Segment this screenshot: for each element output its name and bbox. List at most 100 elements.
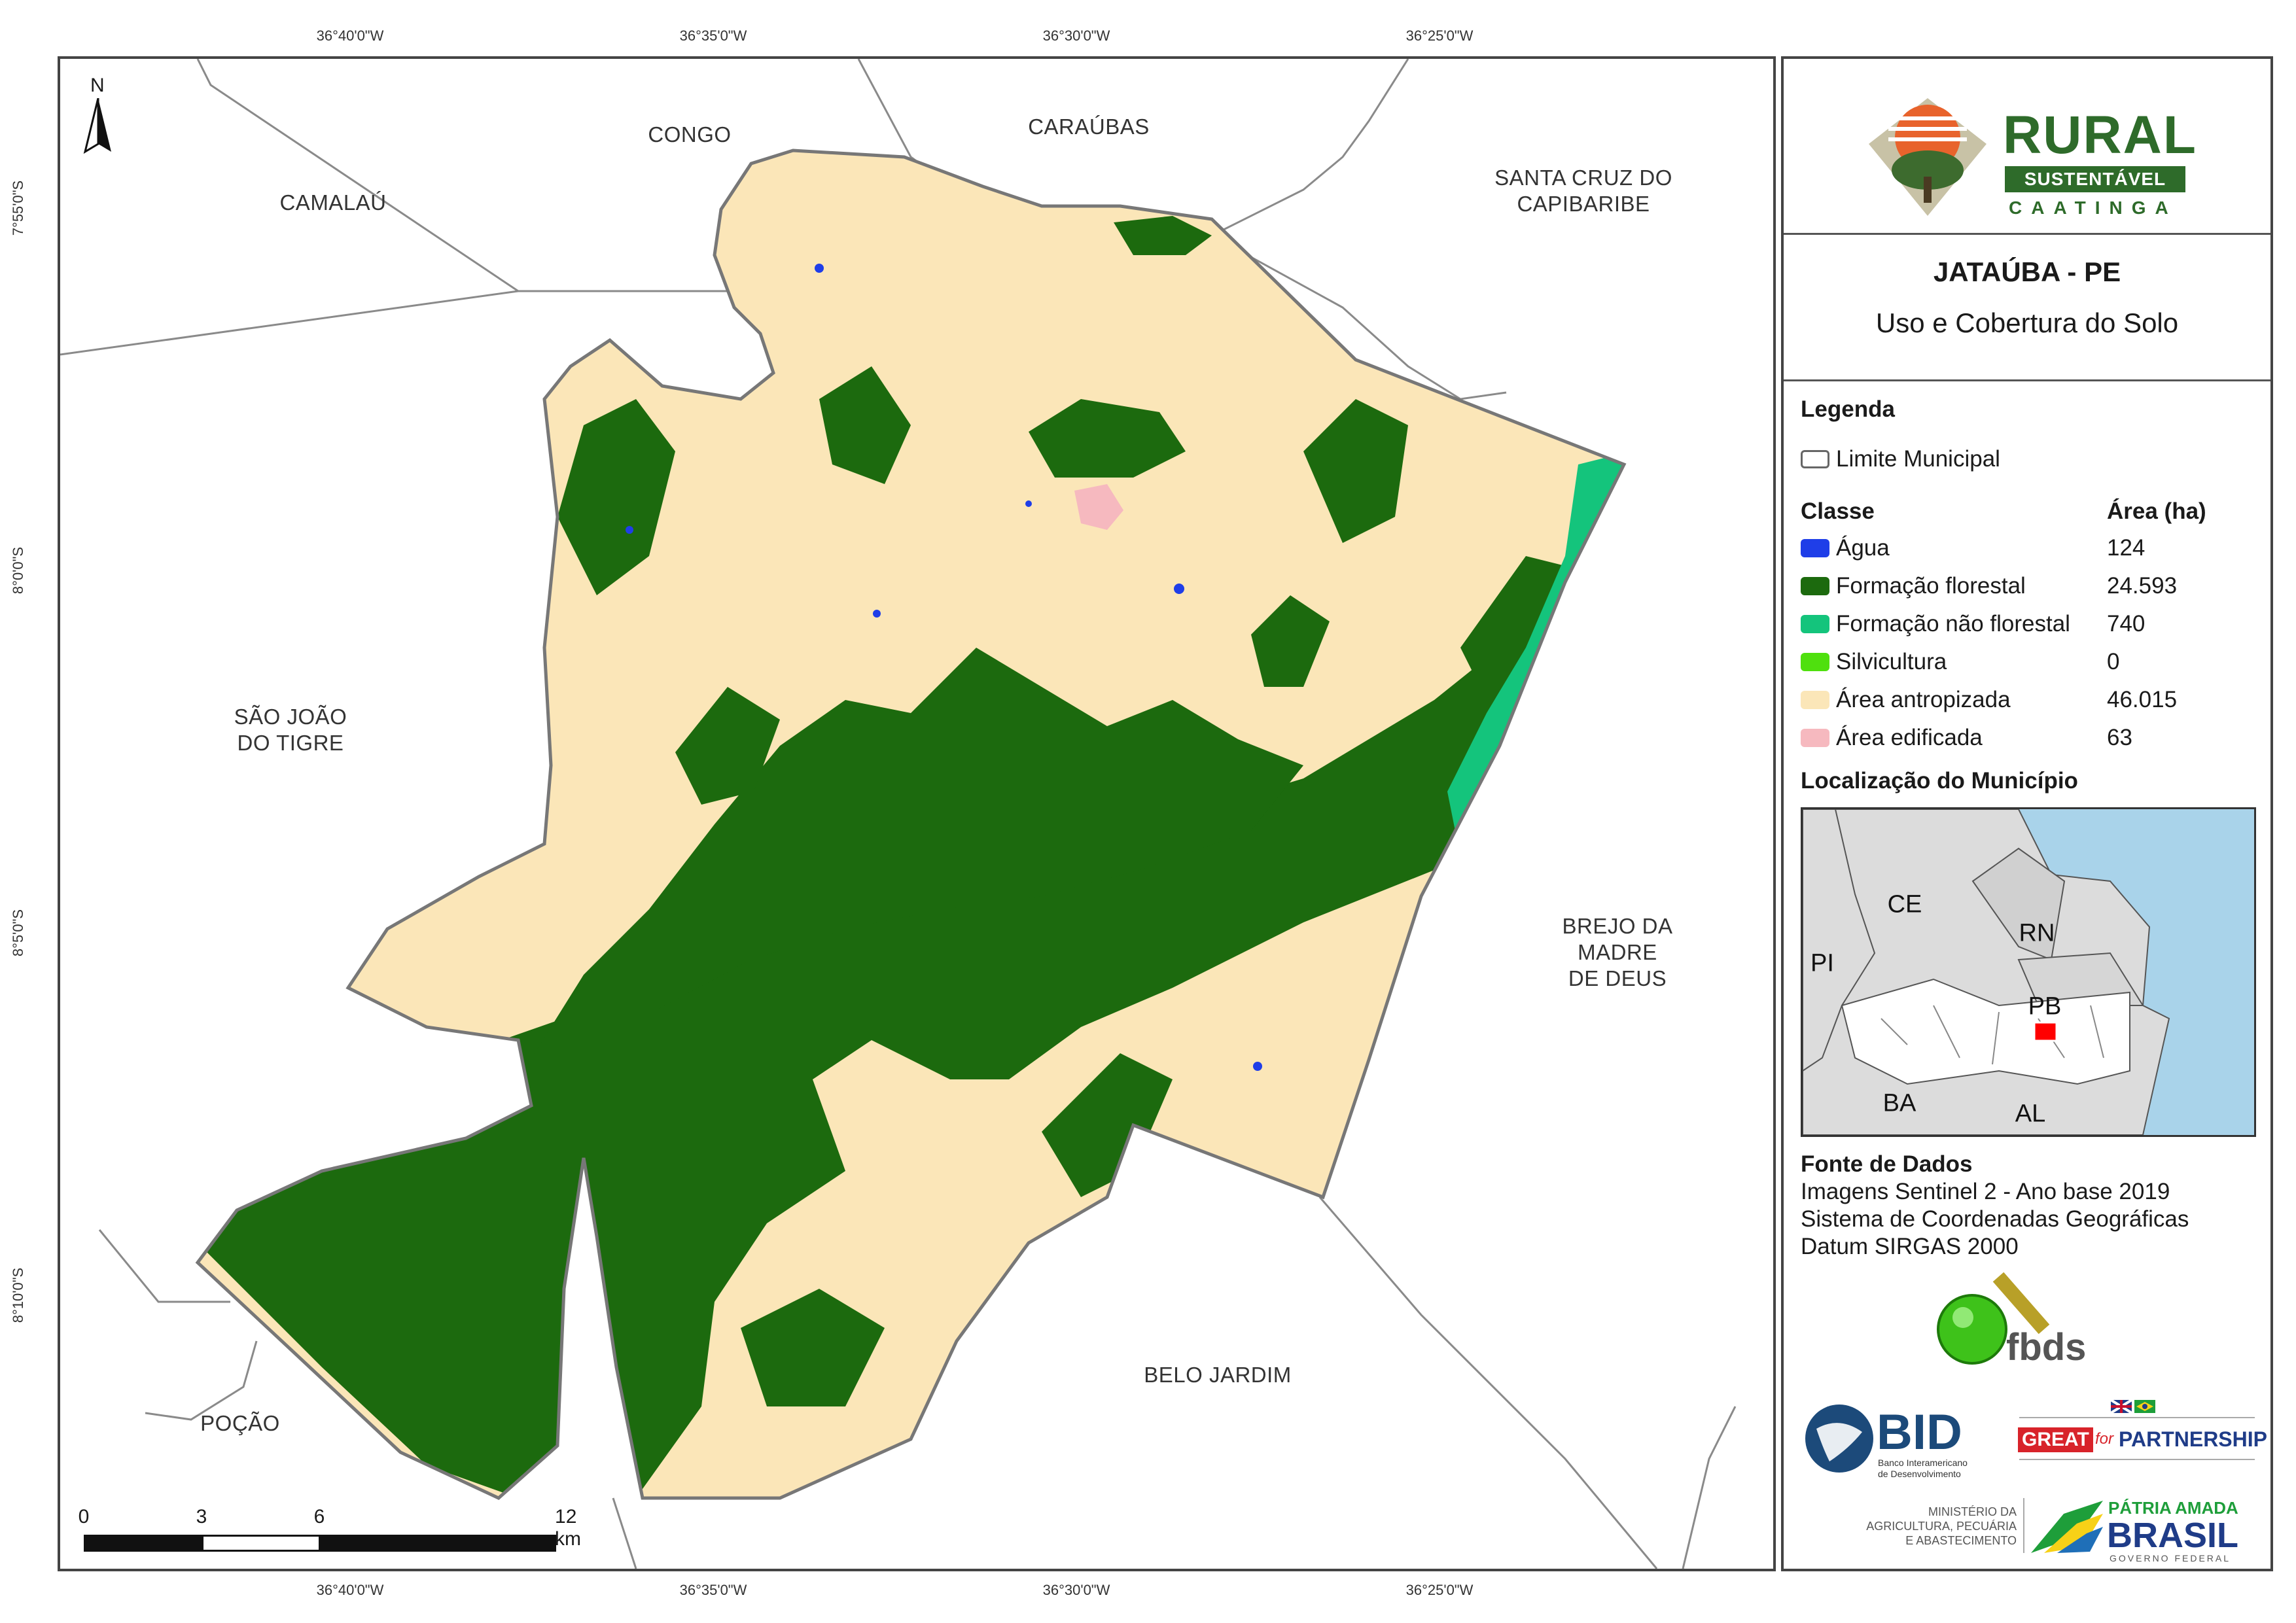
great-partnership-logo: GREAT for PARTNERSHIP xyxy=(2013,1399,2267,1471)
inset-label-pi: PI xyxy=(1810,949,1834,977)
partnership-rule xyxy=(2019,1417,2255,1418)
rural-sustentavel-logo: RURAL SUSTENTÁVEL CAATINGA xyxy=(1862,98,2202,222)
map-canvas xyxy=(60,59,1737,1569)
legend-area: 124 xyxy=(2107,535,2146,561)
map-title: JATAÚBA - PE xyxy=(1933,256,2121,287)
sustentavel-wordmark: SUSTENTÁVEL xyxy=(2005,166,2185,192)
legend-label: Formação florestal xyxy=(1836,573,2026,599)
legend-area: 63 xyxy=(2107,725,2132,750)
map-subtitle: Uso e Cobertura do Solo xyxy=(1875,307,2179,338)
fbds-wordmark: fbds xyxy=(2006,1326,2087,1369)
location-inset-map: CE RN PI PB BA AL xyxy=(1801,807,2256,1137)
class-heading: Classe xyxy=(1801,498,1875,524)
scale-tick-12: 12 km xyxy=(555,1506,582,1550)
place-camalau: CAMALAÚ xyxy=(279,190,387,215)
source-line: Imagens Sentinel 2 - Ano base 2019 xyxy=(1801,1179,2170,1204)
water-body xyxy=(873,610,881,618)
scale-tick-3: 3 xyxy=(196,1506,207,1527)
caatinga-tree-logo-icon xyxy=(1869,98,1987,216)
source-line: Sistema de Coordenadas Geográficas xyxy=(1801,1206,2189,1232)
legend-label: Silvicultura xyxy=(1836,649,1947,674)
forest-main-band xyxy=(198,648,1526,1498)
legend-swatch xyxy=(1801,577,1829,595)
fbds-logo-icon xyxy=(1937,1272,2050,1365)
lon-label-top-3: 36°30'0"W xyxy=(1042,27,1110,44)
patria-amada-label: PÁTRIA AMADA xyxy=(2108,1498,2238,1518)
legend-swatch xyxy=(1801,729,1829,747)
map-frame: N CONGO CARAÚBAS CAMALAÚ SANTA CRUZ DO C… xyxy=(58,56,1776,1571)
caatinga-wordmark: CAATINGA xyxy=(2009,198,2178,218)
legend-row-formacao-florestal: Formação florestal 24.593 xyxy=(1801,572,2259,601)
municipality-boundary xyxy=(195,148,1627,1500)
fbds-logo: fbds xyxy=(1933,1270,2103,1375)
inset-label-al: AL xyxy=(2015,1100,2046,1128)
legend-row-limit: Limite Municipal xyxy=(1801,445,2259,474)
limit-swatch xyxy=(1801,450,1829,468)
source-line: Datum SIRGAS 2000 xyxy=(1801,1234,2019,1259)
water-body xyxy=(1411,323,1419,331)
brasil-wordmark: BRASIL xyxy=(2107,1516,2238,1555)
inset-map-canvas xyxy=(1803,809,2170,1135)
lat-label-2: 8°0'0"S xyxy=(10,546,26,595)
north-label: N xyxy=(90,75,105,96)
built-area xyxy=(1074,484,1123,530)
place-pocao: POÇÃO xyxy=(200,1411,280,1435)
forest-west-patch xyxy=(557,399,675,595)
forest-mid-east xyxy=(1251,595,1330,687)
legend-row-agua: Água 124 xyxy=(1801,534,2259,563)
legend-area: 24.593 xyxy=(2107,573,2178,599)
forest-central-patch xyxy=(518,648,1303,1079)
bid-logo: BID Banco Interamericano de Desenvolvime… xyxy=(1803,1403,2000,1481)
legend-heading: Legenda xyxy=(1801,396,1895,422)
great-wordmark: GREAT xyxy=(2018,1427,2093,1452)
scale-tick-0: 0 xyxy=(78,1506,90,1527)
lat-label-1: 7°55'0"S xyxy=(10,180,26,236)
scale-tick-6: 6 xyxy=(313,1506,325,1527)
water-body xyxy=(1025,500,1032,507)
source-heading: Fonte de Dados xyxy=(1801,1151,1973,1177)
area-heading: Área (ha) xyxy=(2107,498,2206,524)
legend-area: 740 xyxy=(2107,611,2146,637)
water-body xyxy=(626,526,633,534)
legend-swatch xyxy=(1801,691,1829,709)
place-congo: CONGO xyxy=(648,122,732,147)
forest-south xyxy=(741,1289,885,1406)
forest-top-edge xyxy=(1114,216,1212,255)
forest-northeast xyxy=(1303,399,1408,543)
lon-label-top-2: 36°35'0"W xyxy=(679,27,747,44)
legend-label: Limite Municipal xyxy=(1836,446,2000,472)
inset-label-pb: PB xyxy=(2028,992,2062,1021)
lon-label-top-4: 36°25'0"W xyxy=(1405,27,1474,44)
panel-divider xyxy=(1784,379,2270,381)
forest-north-patch xyxy=(819,366,911,484)
forest-north-center xyxy=(1029,399,1186,478)
legend-area: 0 xyxy=(2107,649,2120,674)
place-belo-jardim: BELO JARDIM xyxy=(1144,1363,1292,1387)
legend-label: Área antropizada xyxy=(1836,687,2011,712)
place-sao-joao: SÃO JOÃO DO TIGRE xyxy=(234,705,347,755)
lon-label-bottom-2: 36°35'0"W xyxy=(679,1582,747,1598)
legend-area: 46.015 xyxy=(2107,687,2178,712)
water-body xyxy=(1174,584,1184,594)
legend-row-area-edificada: Área edificada 63 xyxy=(1801,724,2259,752)
water-body xyxy=(1253,1062,1262,1071)
inset-label-rn: RN xyxy=(2019,919,2055,947)
lon-label-bottom-3: 36°30'0"W xyxy=(1042,1582,1110,1598)
north-arrow-icon xyxy=(83,98,111,154)
for-wordmark: for xyxy=(2095,1430,2114,1448)
forest-south-east xyxy=(1042,1053,1173,1197)
legend-row-area-antropizada: Área antropizada 46.015 xyxy=(1801,686,2259,714)
place-santa-cruz: SANTA CRUZ DO CAPIBARIBE xyxy=(1494,166,1672,216)
water-body xyxy=(815,264,824,273)
ministry-label: MINISTÉRIO DA AGRICULTURA, PECUÁRIA E AB… xyxy=(1866,1505,2017,1547)
bid-wordmark: BID xyxy=(1877,1405,1962,1460)
legend-label: Área edificada xyxy=(1836,725,1983,750)
legend-row-formacao-nao-florestal: Formação não florestal 740 xyxy=(1801,610,2259,638)
brasil-flag-shape-icon xyxy=(2031,1501,2103,1553)
scale-seg-1 xyxy=(84,1535,203,1552)
legend-label: Água xyxy=(1836,535,1890,561)
partnership-wordmark: PARTNERSHIP xyxy=(2119,1427,2267,1451)
bid-subtitle: Banco Interamericano de Desenvolvimento xyxy=(1878,1457,1968,1479)
logo-divider xyxy=(2023,1498,2024,1553)
partnership-rule xyxy=(2019,1459,2255,1460)
